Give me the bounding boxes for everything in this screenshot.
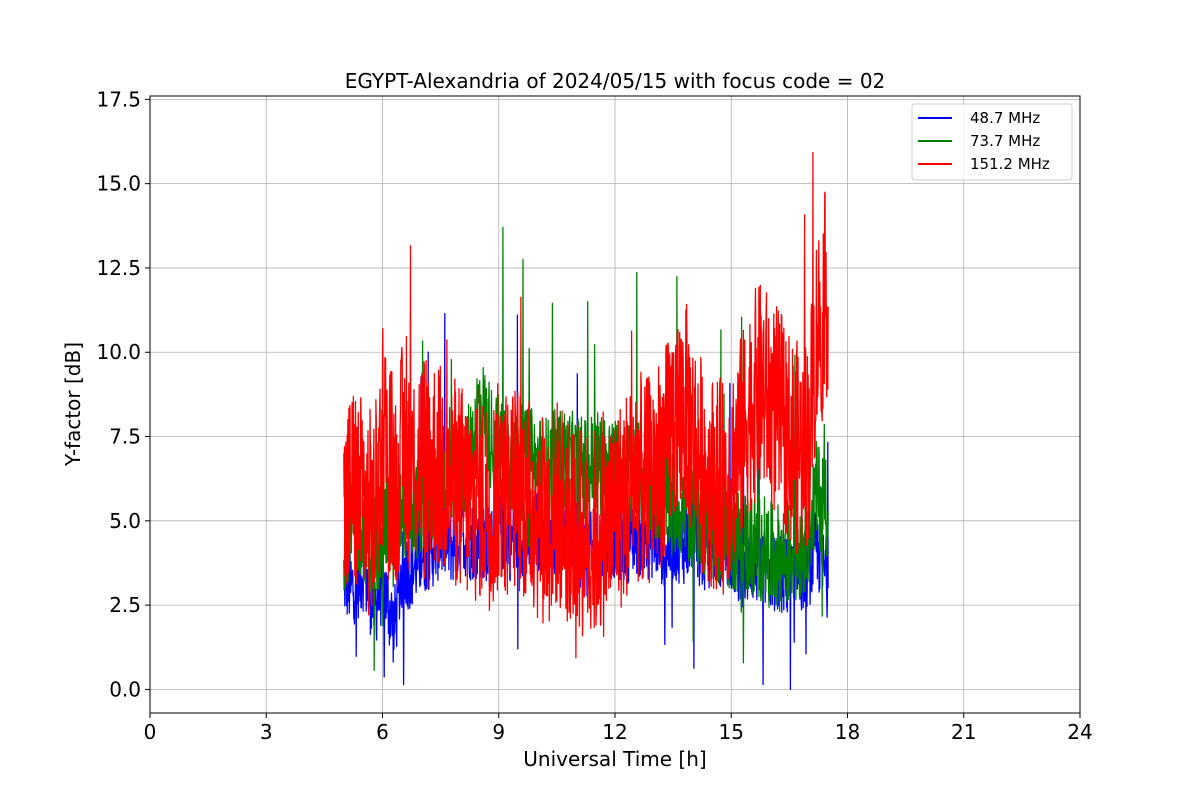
y-tick-label: 12.5 [96,256,141,280]
legend-label: 73.7 MHz [970,132,1040,150]
x-tick-label: 18 [835,720,860,744]
y-tick-label: 7.5 [109,425,141,449]
x-tick-label: 6 [376,720,389,744]
y-tick-label: 2.5 [109,593,141,617]
x-axis: 0 3 6 9 12 15 18 21 24 [144,713,1093,744]
chart-title: EGYPT-Alexandria of 2024/05/15 with focu… [345,69,886,93]
x-tick-label: 21 [951,720,976,744]
grid-lines [149,96,1081,713]
legend: 48.7 MHz 73.7 MHz 151.2 MHz [911,103,1073,181]
y-axis-label: Y-factor [dB] [61,342,85,467]
series-line [343,312,829,691]
x-tick-label: 24 [1067,720,1092,744]
series-line [343,151,829,659]
y-tick-label: 15.0 [96,172,141,196]
y-axis: 0.0 2.5 5.0 7.5 10.0 12.5 15.0 17.5 [96,87,150,701]
y-tick-label: 17.5 [96,87,141,111]
y-tick-label: 0.0 [109,677,141,701]
series-layer [343,151,829,691]
x-tick-label: 0 [144,720,157,744]
legend-label: 151.2 MHz [970,155,1050,173]
x-axis-label: Universal Time [h] [523,747,706,771]
legend-label: 48.7 MHz [970,109,1040,127]
y-tick-label: 5.0 [109,509,141,533]
x-tick-label: 12 [602,720,627,744]
legend-frame [911,103,1073,181]
x-tick-label: 15 [719,720,744,744]
x-tick-label: 9 [492,720,505,744]
x-tick-label: 3 [260,720,273,744]
y-tick-label: 10.0 [96,340,141,364]
